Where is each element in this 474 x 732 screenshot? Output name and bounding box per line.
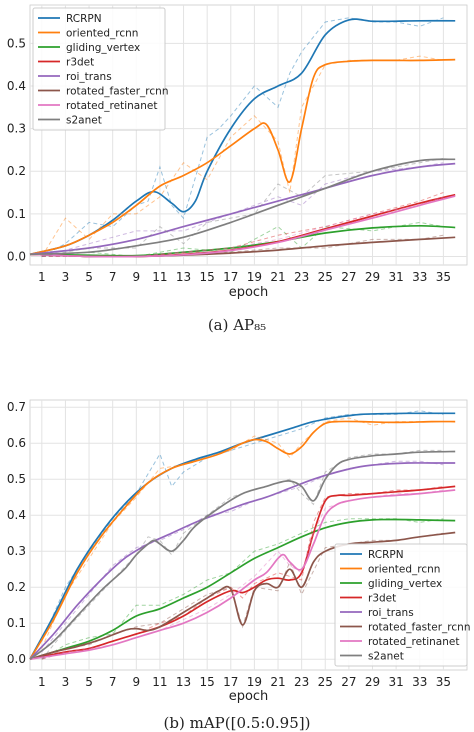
legend-label-s2anet: s2anet bbox=[368, 651, 404, 663]
legend: RCRPN oriented_rcnn gliding_vertex r3det roi… bbox=[32, 7, 168, 131]
x-tick-label: 19 bbox=[247, 270, 262, 284]
x-tick-label: 25 bbox=[318, 675, 333, 689]
legend-label-s2anet: s2anet bbox=[66, 115, 102, 127]
series-raw-roi_trans bbox=[41, 460, 444, 653]
x-axis-label: epoch bbox=[229, 689, 269, 704]
x-tick-label: 3 bbox=[62, 675, 70, 689]
series-line-oriented_rcnn bbox=[29, 58, 456, 256]
legend-label-oriented_rcnn: oriented_rcnn bbox=[368, 564, 440, 576]
y-tick-label: 0.0 bbox=[7, 249, 26, 263]
series-line-roi_trans bbox=[29, 162, 456, 256]
y-tick-label: 0.5 bbox=[7, 472, 26, 486]
legend-label-rotated_faster_rcnn: rotated_faster_rcnn bbox=[368, 622, 470, 634]
y-tick-label: 0.2 bbox=[7, 164, 26, 178]
x-tick-label: 33 bbox=[412, 675, 427, 689]
legend-label-RCRPN: RCRPN bbox=[368, 549, 404, 561]
legend-label-roi_trans: roi_trans bbox=[368, 607, 414, 619]
y-tick-label: 0.3 bbox=[7, 122, 26, 136]
x-tick-label: 19 bbox=[247, 675, 262, 689]
x-tick-label: 29 bbox=[365, 675, 380, 689]
legend-label-RCRPN: RCRPN bbox=[66, 13, 102, 25]
x-tick-label: 33 bbox=[412, 270, 427, 284]
x-tick-label: 23 bbox=[294, 675, 309, 689]
y-tick-label: 0.7 bbox=[7, 400, 26, 414]
x-tick-label: 9 bbox=[132, 270, 140, 284]
series-line-RCRPN bbox=[29, 18, 456, 256]
legend-label-r3det: r3det bbox=[368, 593, 396, 605]
series-line-rotated_retinanet bbox=[29, 489, 456, 661]
x-tick-label: 27 bbox=[341, 675, 356, 689]
x-tick-label: 13 bbox=[176, 675, 191, 689]
x-tick-label: 15 bbox=[200, 675, 215, 689]
x-tick-label: 25 bbox=[318, 270, 333, 284]
series-raw-roi_trans bbox=[41, 162, 444, 257]
legend: RCRPN oriented_rcnn gliding_vertex r3det roi… bbox=[334, 543, 470, 667]
legend-label-rotated_retinanet: rotated_retinanet bbox=[368, 636, 459, 648]
caption-b: (b) mAP([0.5:0.95]) bbox=[163, 714, 311, 732]
x-tick-label: 1 bbox=[38, 270, 46, 284]
legend-label-rotated_faster_rcnn: rotated_faster_rcnn bbox=[66, 86, 168, 98]
legend-box bbox=[334, 543, 468, 667]
legend-label-oriented_rcnn: oriented_rcnn bbox=[66, 28, 138, 40]
y-tick-label: 0.0 bbox=[7, 652, 26, 666]
series-line-gliding_vertex bbox=[29, 224, 456, 257]
x-tick-label: 7 bbox=[109, 270, 117, 284]
x-tick-label: 23 bbox=[294, 270, 309, 284]
y-tick-label: 0.1 bbox=[7, 207, 26, 221]
x-tick-label: 21 bbox=[270, 675, 285, 689]
chart-panel-b: 0.00.10.20.30.40.50.60.71 3 5 7 9 11 13 15 17 19 2… bbox=[7, 399, 470, 704]
y-tick-label: 0.2 bbox=[7, 580, 26, 594]
x-tick-label: 3 bbox=[62, 270, 70, 284]
y-tick-label: 0.4 bbox=[7, 508, 26, 522]
x-tick-label: 11 bbox=[152, 270, 167, 284]
y-tick-label: 0.6 bbox=[7, 436, 26, 450]
series-line-r3det bbox=[29, 485, 456, 661]
legend-label-rotated_retinanet: rotated_retinanet bbox=[66, 100, 157, 112]
series-raw-oriented_rcnn bbox=[41, 417, 444, 649]
x-tick-label: 1 bbox=[38, 675, 46, 689]
x-tick-label: 17 bbox=[223, 675, 238, 689]
series-line-oriented_rcnn bbox=[29, 420, 456, 660]
series-line-s2anet bbox=[29, 158, 456, 256]
legend-label-r3det: r3det bbox=[66, 57, 94, 69]
x-tick-label: 29 bbox=[365, 270, 380, 284]
legend-box bbox=[32, 7, 166, 131]
chart-panel-a: 0.00.10.20.30.40.51 3 5 7 9 11 13 15 17 19 21 23 25 2… bbox=[7, 4, 468, 300]
series-line-roi_trans bbox=[29, 462, 456, 660]
series-line-gliding_vertex bbox=[29, 518, 456, 661]
x-tick-label: 15 bbox=[200, 270, 215, 284]
x-axis-label: epoch bbox=[229, 285, 269, 300]
series-line-rotated_retinanet bbox=[29, 195, 456, 258]
legend-label-roi_trans: roi_trans bbox=[66, 71, 112, 83]
x-tick-label: 13 bbox=[176, 270, 191, 284]
y-tick-label: 0.4 bbox=[7, 79, 26, 93]
x-tick-label: 5 bbox=[85, 675, 93, 689]
x-tick-label: 31 bbox=[388, 270, 403, 284]
series-raw-gliding_vertex bbox=[41, 518, 444, 660]
x-tick-label: 7 bbox=[109, 675, 117, 689]
x-tick-label: 17 bbox=[223, 270, 238, 284]
y-tick-label: 0.1 bbox=[7, 616, 26, 630]
legend-label-gliding_vertex: gliding_vertex bbox=[368, 578, 442, 590]
series-raw-rotated_retinanet bbox=[41, 489, 444, 660]
y-tick-label: 0.3 bbox=[7, 544, 26, 558]
y-tick-label: 0.5 bbox=[7, 36, 26, 50]
x-tick-label: 35 bbox=[436, 675, 451, 689]
x-tick-label: 27 bbox=[341, 270, 356, 284]
series-line-s2anet bbox=[29, 450, 456, 660]
x-tick-label: 5 bbox=[85, 270, 93, 284]
x-tick-label: 35 bbox=[436, 270, 451, 284]
x-tick-label: 9 bbox=[132, 675, 140, 689]
legend-label-gliding_vertex: gliding_vertex bbox=[66, 42, 140, 54]
caption-a: (a) AP₈₅ bbox=[207, 316, 267, 334]
x-tick-label: 11 bbox=[152, 675, 167, 689]
x-tick-label: 21 bbox=[270, 270, 285, 284]
x-tick-label: 31 bbox=[388, 675, 403, 689]
